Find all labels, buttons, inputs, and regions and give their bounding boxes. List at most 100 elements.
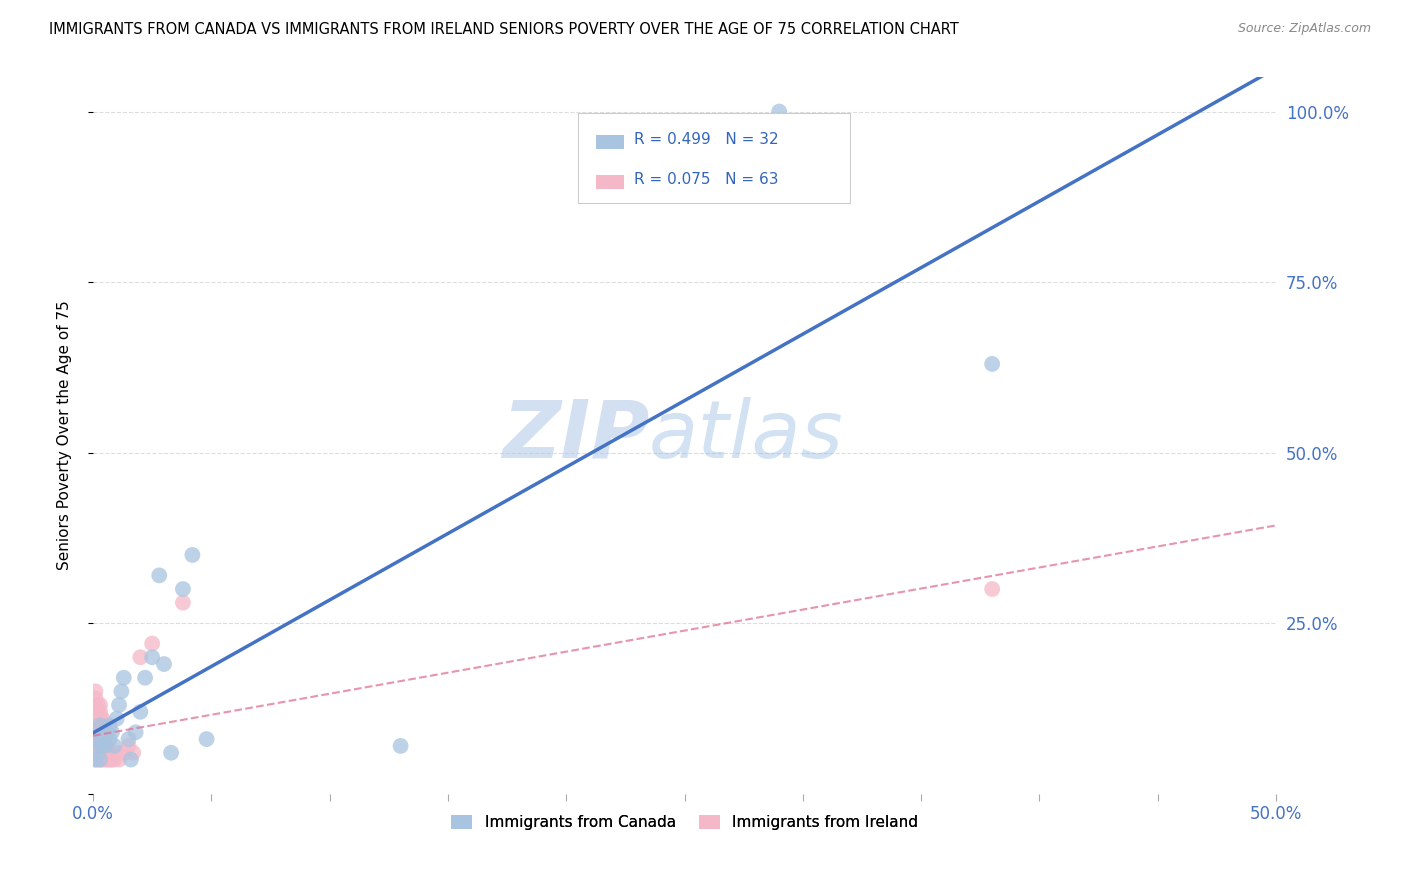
Point: [87, 746, 110, 760]
Point: [87, 739, 110, 753]
Legend: Immigrants from Canada, Immigrants from Ireland: Immigrants from Canada, Immigrants from …: [444, 808, 924, 836]
Point: [91, 732, 114, 747]
Point: [98, 718, 121, 732]
Point: [91, 739, 114, 753]
Text: ZIP: ZIP: [502, 397, 650, 475]
Point: [89, 698, 111, 712]
Point: [94, 739, 117, 753]
FancyBboxPatch shape: [596, 175, 624, 189]
Point: [110, 684, 132, 698]
Point: [91, 732, 114, 747]
Point: [181, 548, 204, 562]
Point: [84, 718, 107, 732]
Point: [87, 725, 110, 739]
Point: [84, 718, 107, 732]
Point: [89, 725, 111, 739]
Point: [172, 596, 194, 610]
Point: [96, 739, 118, 753]
Text: R = 0.075   N = 63: R = 0.075 N = 63: [634, 171, 778, 186]
Point: [84, 732, 107, 747]
Point: [84, 705, 107, 719]
Point: [87, 732, 110, 747]
Point: [124, 725, 146, 739]
Point: [94, 739, 117, 753]
Point: [148, 568, 170, 582]
Point: [84, 739, 107, 753]
Point: [84, 746, 107, 760]
Point: [103, 739, 125, 753]
Point: [87, 739, 110, 753]
Point: [94, 753, 117, 767]
Point: [89, 732, 111, 747]
Point: [98, 746, 121, 760]
Point: [96, 725, 118, 739]
Point: [91, 712, 114, 726]
Point: [94, 746, 117, 760]
Point: [98, 753, 121, 767]
Point: [84, 725, 107, 739]
Point: [129, 705, 152, 719]
Point: [91, 739, 114, 753]
Point: [84, 739, 107, 753]
Point: [141, 650, 163, 665]
Point: [153, 657, 176, 671]
Point: [101, 753, 124, 767]
Point: [768, 104, 790, 119]
Point: [112, 671, 135, 685]
Point: [98, 732, 121, 747]
Point: [122, 746, 145, 760]
Point: [134, 671, 156, 685]
FancyBboxPatch shape: [596, 136, 624, 150]
Point: [117, 732, 139, 747]
Text: atlas: atlas: [650, 397, 844, 475]
Point: [84, 746, 107, 760]
Point: [160, 746, 183, 760]
Point: [105, 712, 128, 726]
Point: [84, 691, 107, 706]
Point: [84, 753, 107, 767]
Point: [87, 712, 110, 726]
Point: [91, 725, 114, 739]
Text: Source: ZipAtlas.com: Source: ZipAtlas.com: [1237, 22, 1371, 36]
Point: [172, 582, 194, 596]
FancyBboxPatch shape: [578, 113, 851, 202]
Point: [89, 753, 111, 767]
Point: [96, 746, 118, 760]
Point: [84, 684, 107, 698]
Point: [87, 698, 110, 712]
Point: [96, 753, 118, 767]
Point: [105, 746, 128, 760]
Point: [84, 712, 107, 726]
Point: [91, 718, 114, 732]
Point: [84, 732, 107, 747]
Point: [84, 753, 107, 767]
Point: [981, 357, 1004, 371]
Point: [84, 739, 107, 753]
Point: [389, 739, 412, 753]
Point: [89, 712, 111, 726]
Point: [108, 698, 131, 712]
Point: [117, 739, 139, 753]
Point: [89, 718, 111, 732]
Point: [129, 650, 152, 665]
Point: [84, 698, 107, 712]
Point: [91, 753, 114, 767]
Point: [141, 637, 163, 651]
Point: [103, 753, 125, 767]
Point: [89, 705, 111, 719]
Point: [981, 582, 1004, 596]
Point: [89, 739, 111, 753]
Text: R = 0.499   N = 32: R = 0.499 N = 32: [634, 132, 779, 147]
Text: IMMIGRANTS FROM CANADA VS IMMIGRANTS FROM IRELAND SENIORS POVERTY OVER THE AGE O: IMMIGRANTS FROM CANADA VS IMMIGRANTS FRO…: [49, 22, 959, 37]
Point: [120, 753, 142, 767]
Point: [87, 705, 110, 719]
Y-axis label: Seniors Poverty Over the Age of 75: Seniors Poverty Over the Age of 75: [58, 301, 72, 570]
Point: [87, 718, 110, 732]
Point: [112, 746, 135, 760]
Point: [108, 753, 131, 767]
Point: [101, 725, 124, 739]
Point: [87, 732, 110, 747]
Point: [94, 732, 117, 747]
Point: [89, 753, 111, 767]
Point: [84, 725, 107, 739]
